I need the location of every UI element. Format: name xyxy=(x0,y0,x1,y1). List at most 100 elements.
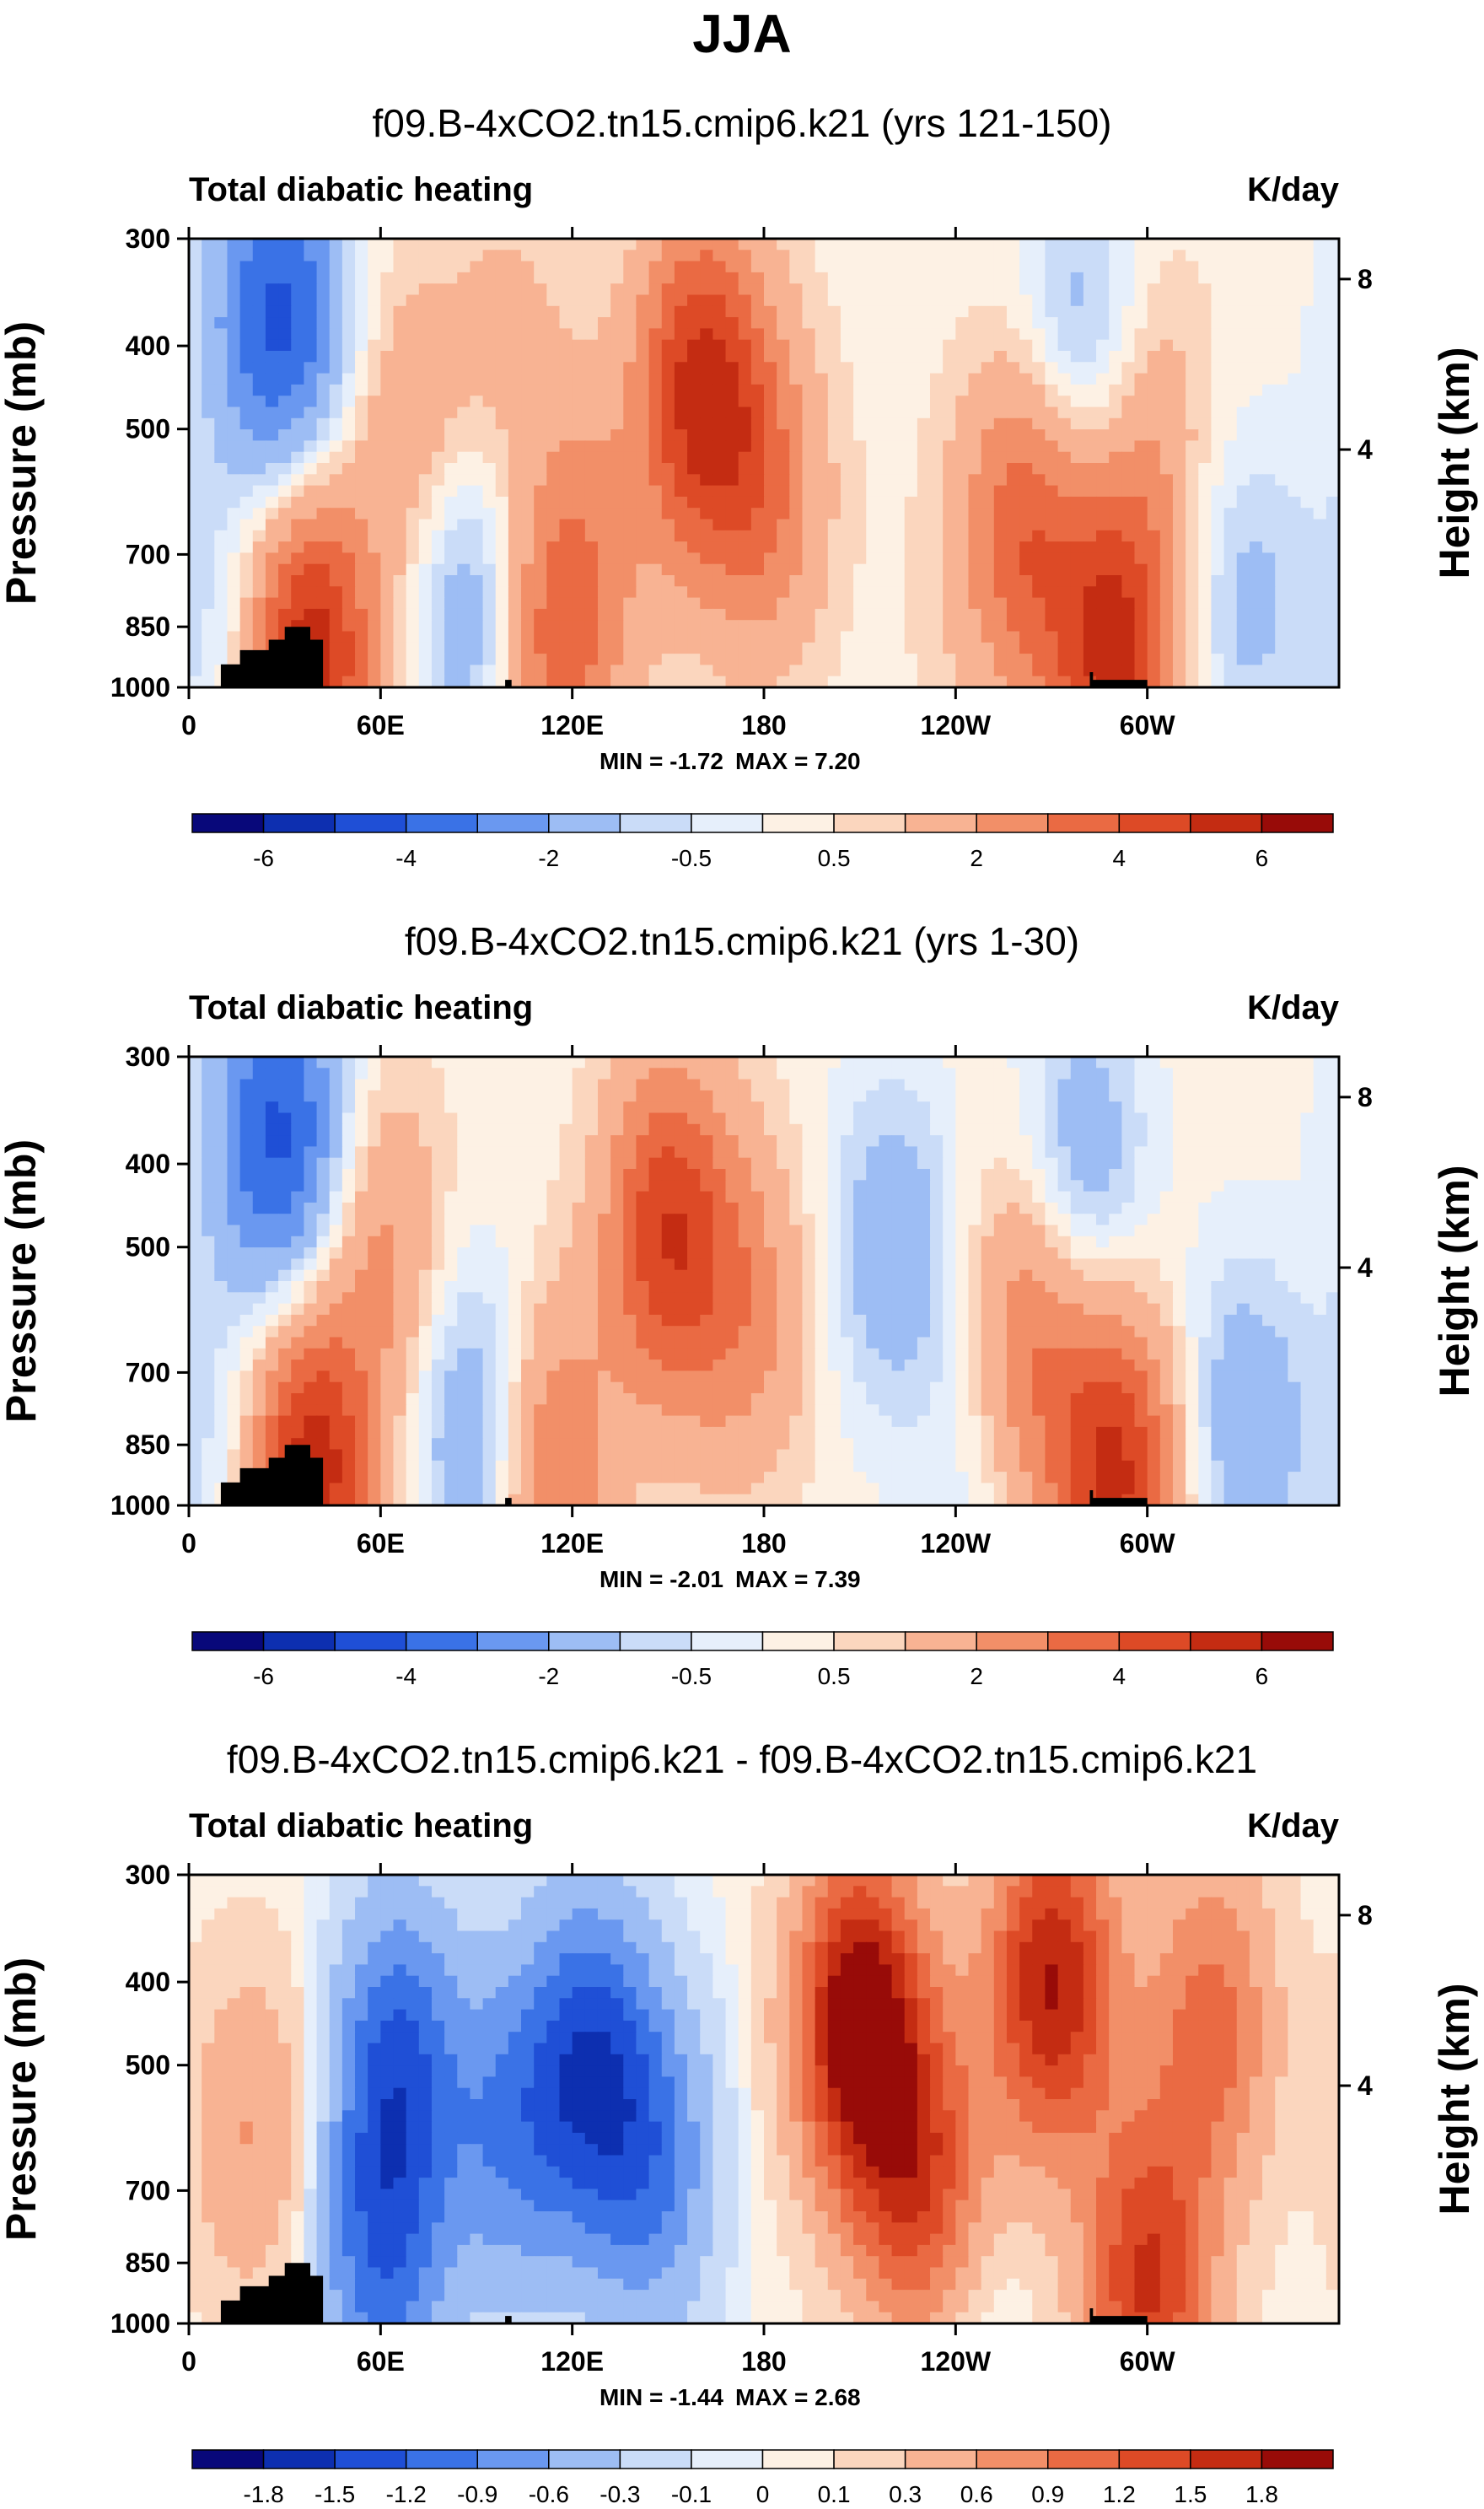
heatmap-cell xyxy=(406,451,420,464)
heatmap-cell xyxy=(1300,407,1315,419)
heatmap-cell xyxy=(1134,451,1148,464)
heatmap-cell xyxy=(418,541,433,553)
heatmap-cell xyxy=(239,417,254,430)
heatmap-cell xyxy=(1325,417,1340,430)
heatmap-cell xyxy=(393,1146,407,1159)
heatmap-cell xyxy=(202,541,215,553)
heatmap-cell xyxy=(1172,417,1186,430)
heatmap-cell xyxy=(418,1202,433,1214)
heatmap-cell xyxy=(406,530,420,542)
heatmap-cell xyxy=(853,1146,867,1159)
heatmap-cell xyxy=(202,351,215,363)
heatmap-cell xyxy=(572,407,586,419)
heatmap-cell xyxy=(202,552,215,565)
heatmap-cell xyxy=(431,1123,445,1136)
heatmap-cell xyxy=(789,1079,804,1091)
heatmap-cell xyxy=(712,530,727,542)
heatmap-cell xyxy=(891,496,906,509)
heatmap-cell xyxy=(584,1112,599,1125)
heatmap-cell xyxy=(725,519,739,531)
heatmap-cell xyxy=(444,1180,458,1193)
heatmap-cell xyxy=(189,283,202,296)
heatmap-cell xyxy=(1211,250,1225,262)
heatmap-cell xyxy=(406,1157,420,1170)
heatmap-cell xyxy=(1223,384,1238,396)
panel-title: f09.B-4xCO2.tn15.cmip6.k21 (yrs 1-30) xyxy=(405,919,1079,963)
heatmap-cell xyxy=(329,250,343,262)
heatmap-cell xyxy=(815,665,829,677)
heatmap-cell xyxy=(648,665,663,677)
heatmap-cell xyxy=(712,1079,727,1091)
heatmap-cell xyxy=(1045,294,1059,307)
heatmap-cell xyxy=(418,563,433,576)
heatmap-cell xyxy=(304,1101,318,1114)
heatmap-cell xyxy=(879,351,893,363)
heatmap-cell xyxy=(1172,1112,1186,1125)
heatmap-cell xyxy=(955,508,970,520)
heatmap-cell xyxy=(789,1169,804,1181)
heatmap-cell xyxy=(725,429,739,441)
heatmap-cell xyxy=(355,1157,368,1170)
heatmap-cell xyxy=(470,328,484,341)
heatmap-cell xyxy=(648,305,663,318)
heatmap-cell xyxy=(866,608,879,621)
heatmap-cell xyxy=(700,1135,713,1147)
heatmap-cell xyxy=(700,552,713,565)
heatmap-cell xyxy=(712,1068,727,1080)
heatmap-cell xyxy=(1288,451,1302,464)
heatmap-cell xyxy=(853,597,867,610)
heatmap-cell xyxy=(904,239,918,250)
heatmap-cell xyxy=(495,519,509,531)
heatmap-cell xyxy=(789,519,804,531)
heatmap-cell xyxy=(252,620,266,633)
heatmap-cell xyxy=(674,1180,688,1193)
heatmap-cell xyxy=(993,597,1008,610)
heatmap-cell xyxy=(291,563,304,576)
heatmap-cell xyxy=(764,429,777,441)
heatmap-cell xyxy=(661,1202,675,1214)
heatmap-cell xyxy=(1313,429,1327,441)
heatmap-cell xyxy=(840,261,854,273)
heatmap-cell xyxy=(712,1169,727,1181)
heatmap-cell xyxy=(572,440,586,453)
heatmap-cell xyxy=(674,485,688,498)
heatmap-cell xyxy=(584,1169,599,1181)
heatmap-cell xyxy=(968,631,982,643)
heatmap-cell xyxy=(879,1090,893,1102)
heatmap-cell xyxy=(610,1169,624,1181)
heatmap-cell xyxy=(789,261,804,273)
heatmap-cell xyxy=(661,586,675,599)
heatmap-cell xyxy=(368,339,381,352)
heatmap-cell xyxy=(738,519,752,531)
heatmap-cell xyxy=(1186,351,1199,363)
heatmap-cell xyxy=(1147,485,1161,498)
heatmap-cell xyxy=(291,328,304,341)
heatmap-cell xyxy=(457,519,471,531)
heatmap-cell xyxy=(610,417,624,430)
heatmap-cell xyxy=(815,597,829,610)
heatmap-cell xyxy=(917,1157,931,1170)
heatmap-cell xyxy=(393,362,407,374)
heatmap-cell xyxy=(750,373,765,385)
pressure-tick-label: 1000 xyxy=(110,672,170,703)
heatmap-cell xyxy=(1083,463,1097,475)
heatmap-cell xyxy=(380,351,395,363)
heatmap-cell xyxy=(597,239,611,250)
heatmap-cell xyxy=(1300,351,1315,363)
heatmap-cell xyxy=(1300,429,1315,441)
heatmap-cell xyxy=(495,1202,509,1214)
heatmap-cell xyxy=(930,463,944,475)
heatmap-cell xyxy=(648,407,663,419)
heatmap-cell xyxy=(904,654,918,665)
heatmap-cell xyxy=(304,485,318,498)
heatmap-cell xyxy=(1223,620,1238,633)
heatmap-cell xyxy=(853,351,867,363)
heatmap-cell xyxy=(687,586,701,599)
heatmap-cell xyxy=(380,294,395,307)
heatmap-cell xyxy=(1198,1057,1212,1069)
heatmap-cell xyxy=(1236,1112,1250,1125)
heatmap-cell xyxy=(444,530,458,542)
heatmap-cell xyxy=(291,474,304,487)
heatmap-cell xyxy=(777,620,790,633)
heatmap-cell xyxy=(968,396,982,408)
